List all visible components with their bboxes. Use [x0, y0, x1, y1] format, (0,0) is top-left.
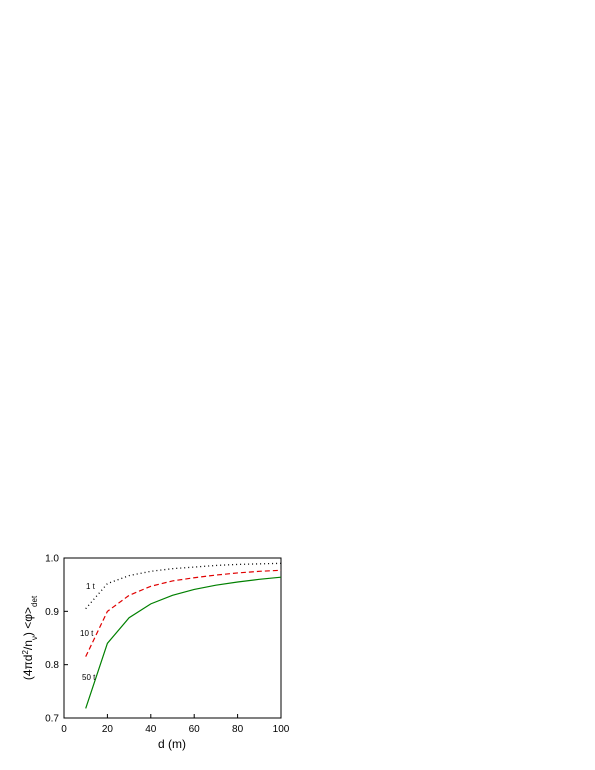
y-label-part: (4πd	[21, 655, 35, 681]
x-tick-label: 100	[273, 724, 290, 735]
y-label-part: det	[30, 595, 39, 607]
x-tick-label: 0	[61, 724, 67, 735]
y-tick-label: 1.0	[45, 554, 59, 565]
y-tick-label: 0.8	[45, 660, 59, 671]
x-axis-label: d (m)	[158, 737, 186, 751]
x-tick-label: 80	[232, 724, 244, 735]
series-line	[85, 562, 282, 610]
series-label: 50 t	[82, 673, 96, 682]
x-tick-label: 20	[102, 724, 114, 735]
series-line	[85, 576, 282, 709]
series-label: 1 t	[86, 582, 96, 591]
y-label-part: 2	[21, 650, 30, 655]
x-tick-label: 60	[189, 724, 201, 735]
y-label-part: ) <φ>	[21, 607, 35, 636]
x-tick-label: 40	[145, 724, 157, 735]
y-label-part: /n	[21, 640, 35, 650]
y-axis-label: (4πd2/nν) <φ>det	[21, 595, 39, 680]
series-line	[85, 569, 282, 657]
y-label-part: ν	[30, 636, 39, 640]
y-tick-label: 0.9	[45, 607, 59, 618]
y-tick-label: 0.7	[45, 714, 59, 725]
series-label: 10 t	[80, 629, 94, 638]
plot-frame	[63, 557, 282, 719]
